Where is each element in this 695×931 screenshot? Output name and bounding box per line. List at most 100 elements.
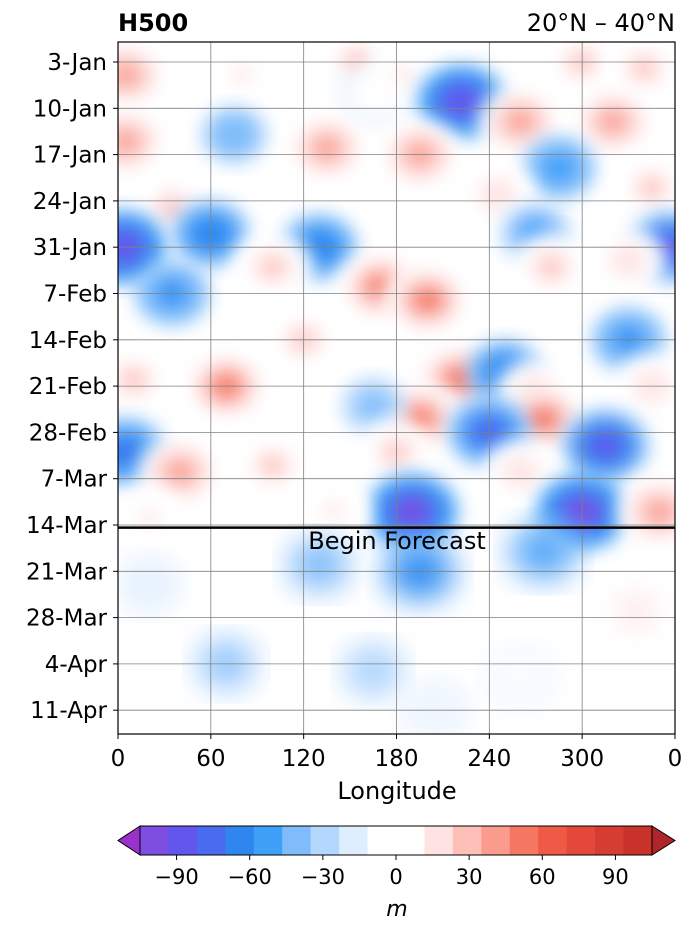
x-tick-label: 60 bbox=[196, 746, 225, 772]
anomaly-contour bbox=[617, 251, 640, 270]
colorbar-label: m bbox=[386, 897, 407, 922]
anomaly-blob bbox=[605, 42, 675, 102]
anomaly-blob bbox=[118, 345, 175, 414]
anomaly-contour bbox=[122, 369, 145, 390]
anomaly-blob bbox=[598, 578, 675, 644]
colorbar-tick-label: 60 bbox=[529, 865, 556, 889]
colorbar-segment bbox=[509, 826, 539, 855]
forecast-label: Begin Forecast bbox=[308, 527, 486, 555]
colorbar-segment bbox=[452, 826, 482, 855]
anomaly-contour bbox=[449, 91, 474, 112]
plot-area: Begin Forecast bbox=[117, 41, 676, 735]
anomaly-blob bbox=[510, 232, 592, 302]
y-tick-label: 3-Jan bbox=[47, 50, 107, 76]
colorbar-tick-label: 30 bbox=[456, 865, 483, 889]
anomaly-blob bbox=[590, 227, 667, 294]
colorbar-segment bbox=[168, 826, 198, 855]
anomaly-contour bbox=[399, 501, 425, 523]
anomaly-blob bbox=[118, 556, 180, 613]
colorbar-segment bbox=[140, 826, 169, 855]
anomaly-blob bbox=[233, 432, 312, 499]
anomaly-contour bbox=[531, 408, 556, 430]
anomaly-contour bbox=[224, 126, 244, 144]
anomaly-contour bbox=[261, 257, 285, 277]
anomaly-contour bbox=[118, 131, 138, 152]
anomaly-contour bbox=[140, 576, 158, 593]
colorbar-segment bbox=[367, 826, 397, 855]
anomaly-contour bbox=[309, 556, 329, 573]
anomaly-contour bbox=[445, 369, 472, 390]
colorbar-segment bbox=[396, 826, 425, 855]
x-tick-label: 300 bbox=[560, 746, 604, 772]
x-axis: 0 60 120 180 240 300 0 bbox=[111, 734, 682, 772]
anomaly-blob bbox=[200, 105, 268, 165]
anomaly-contour bbox=[364, 397, 383, 414]
anomaly-contour bbox=[548, 159, 570, 177]
colorbar-segment bbox=[196, 826, 226, 855]
anomaly-contour bbox=[508, 111, 533, 132]
anomaly-contour bbox=[315, 138, 339, 158]
y-tick-label: 14-Mar bbox=[26, 513, 108, 539]
colorbar-segment bbox=[225, 826, 255, 855]
anomaly-contour bbox=[414, 289, 441, 311]
anomaly-blob bbox=[342, 642, 404, 699]
anomaly-blob bbox=[486, 647, 554, 707]
anomaly-contour bbox=[364, 662, 382, 679]
anomaly-contour bbox=[647, 501, 672, 522]
x-tick-label: 240 bbox=[467, 746, 511, 772]
y-tick-label: 4-Apr bbox=[45, 652, 108, 678]
anomaly-blob bbox=[562, 409, 649, 482]
anomaly-contour bbox=[633, 59, 655, 78]
anomaly-contour bbox=[640, 178, 663, 197]
y-tick-label: 17-Jan bbox=[33, 143, 107, 169]
x-tick-label: 180 bbox=[375, 746, 419, 772]
colorbar-tick-label: −90 bbox=[154, 865, 198, 889]
y-tick-label: 21-Mar bbox=[26, 559, 108, 585]
anomaly-contour bbox=[118, 442, 138, 462]
y-tick-label: 7-Mar bbox=[41, 467, 108, 493]
anomaly-contour bbox=[509, 462, 531, 482]
anomaly-contour bbox=[510, 668, 530, 686]
anomaly-blob bbox=[459, 161, 535, 227]
anomaly-contour bbox=[168, 462, 192, 483]
anomaly-contour bbox=[118, 65, 138, 86]
colorbar-tick-label: 0 bbox=[389, 865, 402, 889]
y-tick-label: 21-Feb bbox=[29, 374, 107, 400]
anomaly-contour bbox=[324, 502, 345, 521]
anomaly-contour bbox=[533, 542, 554, 561]
colorbar-extend-high bbox=[651, 825, 676, 856]
colorbar-segment bbox=[310, 826, 340, 855]
y-axis: 3-Jan 10-Jan 17-Jan 24-Jan 31-Jan 7-Feb 14-Feb… bbox=[26, 50, 118, 724]
colorbar-segment bbox=[282, 826, 312, 855]
anomaly-blob bbox=[571, 86, 655, 157]
anomaly-blob bbox=[232, 232, 314, 302]
anomaly-blob bbox=[365, 473, 458, 550]
colorbar-tick-label: −30 bbox=[301, 865, 345, 889]
y-tick-label: 11-Apr bbox=[30, 698, 107, 724]
anomaly-contour bbox=[625, 601, 647, 621]
anomaly-contour bbox=[161, 198, 184, 217]
y-tick-label: 14-Feb bbox=[29, 328, 107, 354]
anomaly-blob bbox=[507, 520, 580, 583]
anomaly-blob bbox=[204, 43, 279, 108]
colorbar-segment bbox=[538, 826, 568, 855]
colorbar: −90 −60 −30 0 30 60 90 bbox=[117, 825, 676, 889]
anomaly-blob bbox=[482, 439, 559, 505]
title-right: 20°N – 40°N bbox=[527, 9, 675, 37]
anomaly-contour bbox=[601, 111, 625, 132]
title-left: H500 bbox=[118, 9, 188, 37]
anomaly-contour bbox=[539, 257, 563, 277]
colorbar-segment bbox=[339, 826, 369, 855]
colorbar-tick-label: 90 bbox=[602, 865, 629, 889]
y-tick-label: 28-Mar bbox=[26, 606, 108, 632]
colorbar-segment bbox=[424, 826, 454, 855]
y-tick-label: 10-Jan bbox=[33, 96, 107, 122]
colorbar-segment bbox=[623, 826, 653, 855]
colorbar-tick-label: −60 bbox=[228, 865, 272, 889]
anomaly-contour bbox=[261, 456, 284, 475]
colorbar-segment bbox=[481, 826, 511, 855]
y-tick-label: 28-Feb bbox=[29, 420, 107, 446]
anomaly-contour bbox=[593, 435, 618, 456]
colorbar-extend-low bbox=[117, 825, 141, 856]
